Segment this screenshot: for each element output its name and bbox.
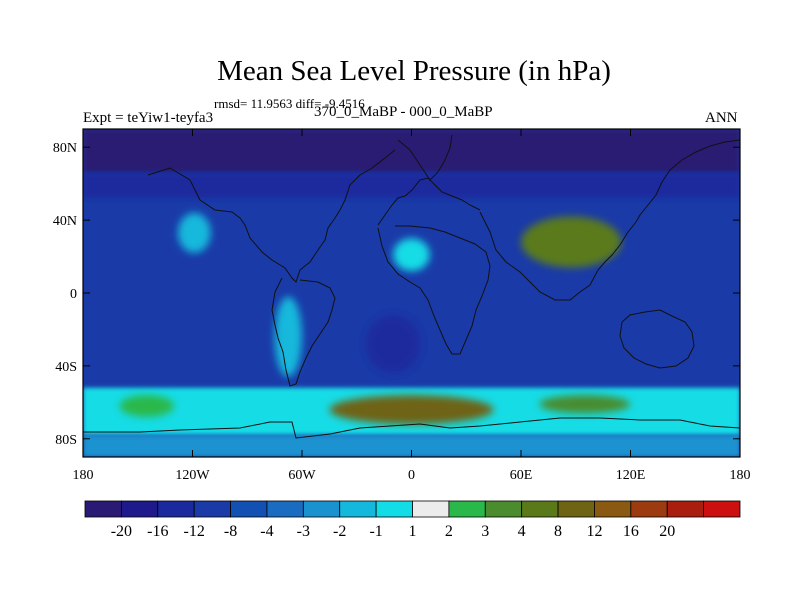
region-southern-ocean-high-indian	[539, 395, 631, 414]
lon-tick-label: 120W	[175, 468, 210, 483]
region-south-america-anomaly	[274, 296, 302, 377]
colorbar-label: -4	[260, 523, 273, 540]
region-north-midlat-band	[83, 172, 740, 199]
colorbar-swatch	[630, 500, 668, 518]
lon-tick-label: 60W	[288, 468, 316, 483]
region-southern-ocean-high-atlantic	[329, 395, 494, 425]
coastline-greenland	[397, 134, 453, 181]
colorbar-swatch	[230, 500, 268, 518]
colorbar-label: 16	[623, 523, 639, 540]
colorbar-swatch	[375, 500, 413, 518]
coastline-antarctica	[83, 417, 740, 439]
colorbar-swatch	[412, 500, 450, 518]
region-antarctic-margin	[83, 435, 740, 457]
colorbar-swatch	[157, 500, 195, 518]
colorbar-swatch	[703, 500, 741, 518]
colorbar-label: -8	[224, 523, 237, 540]
colorbar-swatch	[193, 500, 231, 518]
lon-tick-label: 0	[408, 468, 415, 483]
colorbar-swatch	[484, 500, 523, 518]
region-asia-anomaly	[521, 216, 622, 268]
lon-tick-label: 180	[730, 468, 751, 483]
lon-tick-label: 120E	[616, 468, 646, 483]
coastline-north-america	[147, 149, 396, 283]
colorbar-swatch	[266, 500, 304, 518]
colorbar-swatch	[594, 500, 632, 518]
colorbar-label: -20	[111, 523, 132, 540]
colorbar-swatch	[666, 500, 705, 518]
colorbar-label: 3	[481, 523, 489, 540]
season-label: ANN	[705, 110, 738, 126]
map-title: Mean Sea Level Pressure (in hPa)	[217, 55, 611, 87]
coastline-south-america	[271, 277, 336, 387]
colorbar-swatch	[302, 500, 341, 518]
colorbar-swatch	[84, 500, 122, 518]
colorbar: -20 -16 -12 -8 -4 -3 -2 -1 1 2 3 4 8 12 16 20	[84, 500, 741, 540]
colorbar-swatch	[448, 500, 486, 518]
coastlines	[83, 134, 740, 439]
colorbar-label: 1	[409, 523, 417, 540]
colorbar-swatch	[521, 500, 559, 518]
colorbar-label: -2	[333, 523, 346, 540]
coastline-europe	[377, 177, 481, 226]
lat-tick-label: 0	[70, 287, 77, 302]
colorbar-label: 4	[518, 523, 526, 540]
lon-tick-label: 60E	[510, 468, 533, 483]
colorbar-swatch	[339, 500, 377, 518]
coastline-africa	[377, 225, 491, 355]
region-south-atlantic-low	[365, 314, 421, 374]
coastline-australia	[619, 309, 695, 369]
lon-tick-label: 180	[73, 468, 94, 483]
colorbar-label: 2	[445, 523, 453, 540]
colorbar-label: 8	[554, 523, 562, 540]
colorbar-label: -12	[184, 523, 205, 540]
pressure-field	[83, 129, 740, 457]
lat-tick-label: 40S	[55, 360, 77, 375]
colorbar-swatch	[557, 500, 595, 518]
coastline-asia	[479, 139, 740, 301]
colorbar-label: -16	[147, 523, 168, 540]
lat-tick-label: 80S	[55, 433, 77, 448]
period-label: 370_0_MaBP - 000_0_MaBP	[314, 104, 493, 120]
axis-ticks: 80N 40N 0 40S 80S 180 120W 60W 0 60E 120E 180	[53, 129, 751, 483]
region-africa-anomaly	[393, 238, 430, 272]
region-north-america-anomaly	[177, 212, 211, 253]
region-southern-ocean-high-pacific	[119, 395, 175, 417]
lat-tick-label: 40N	[53, 214, 77, 229]
stats-line: rmsd= 11.9563 diff= -9.4516	[214, 96, 365, 111]
colorbar-label: 12	[586, 523, 602, 540]
experiment-label: Expt = teYiw1-teyfa3	[83, 110, 214, 126]
colorbar-swatch	[120, 500, 159, 518]
colorbar-label: -1	[369, 523, 382, 540]
colorbar-label: 20	[659, 523, 675, 540]
colorbar-label: -3	[297, 523, 310, 540]
lat-tick-label: 80N	[53, 141, 77, 156]
region-arctic-band	[83, 129, 740, 173]
